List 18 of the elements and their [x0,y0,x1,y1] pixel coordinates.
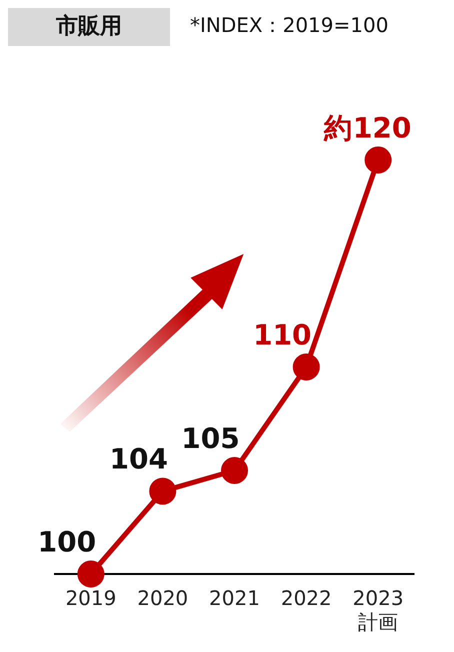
point [221,457,248,484]
point [292,354,320,380]
point [149,478,176,505]
x-tick-label: 2021 [209,586,260,610]
data-label: 120 [352,111,412,144]
x-tick-label: 2023 計画 [352,586,404,634]
text: 約 [322,111,352,144]
point [364,146,392,174]
data-label: 105 [181,422,240,455]
x-tick-label: 2020 [137,586,188,610]
data-label: 100 [38,525,96,558]
data-label: 104 [109,442,168,476]
point [77,560,104,588]
chart-title: 市販用 [8,8,170,46]
x-tick-label: 2022 [280,586,332,610]
chart-subtitle: *INDEX：2019=100 [190,12,388,39]
data-label: 110 [253,318,312,352]
x-tick-label: 2019 [65,586,116,610]
